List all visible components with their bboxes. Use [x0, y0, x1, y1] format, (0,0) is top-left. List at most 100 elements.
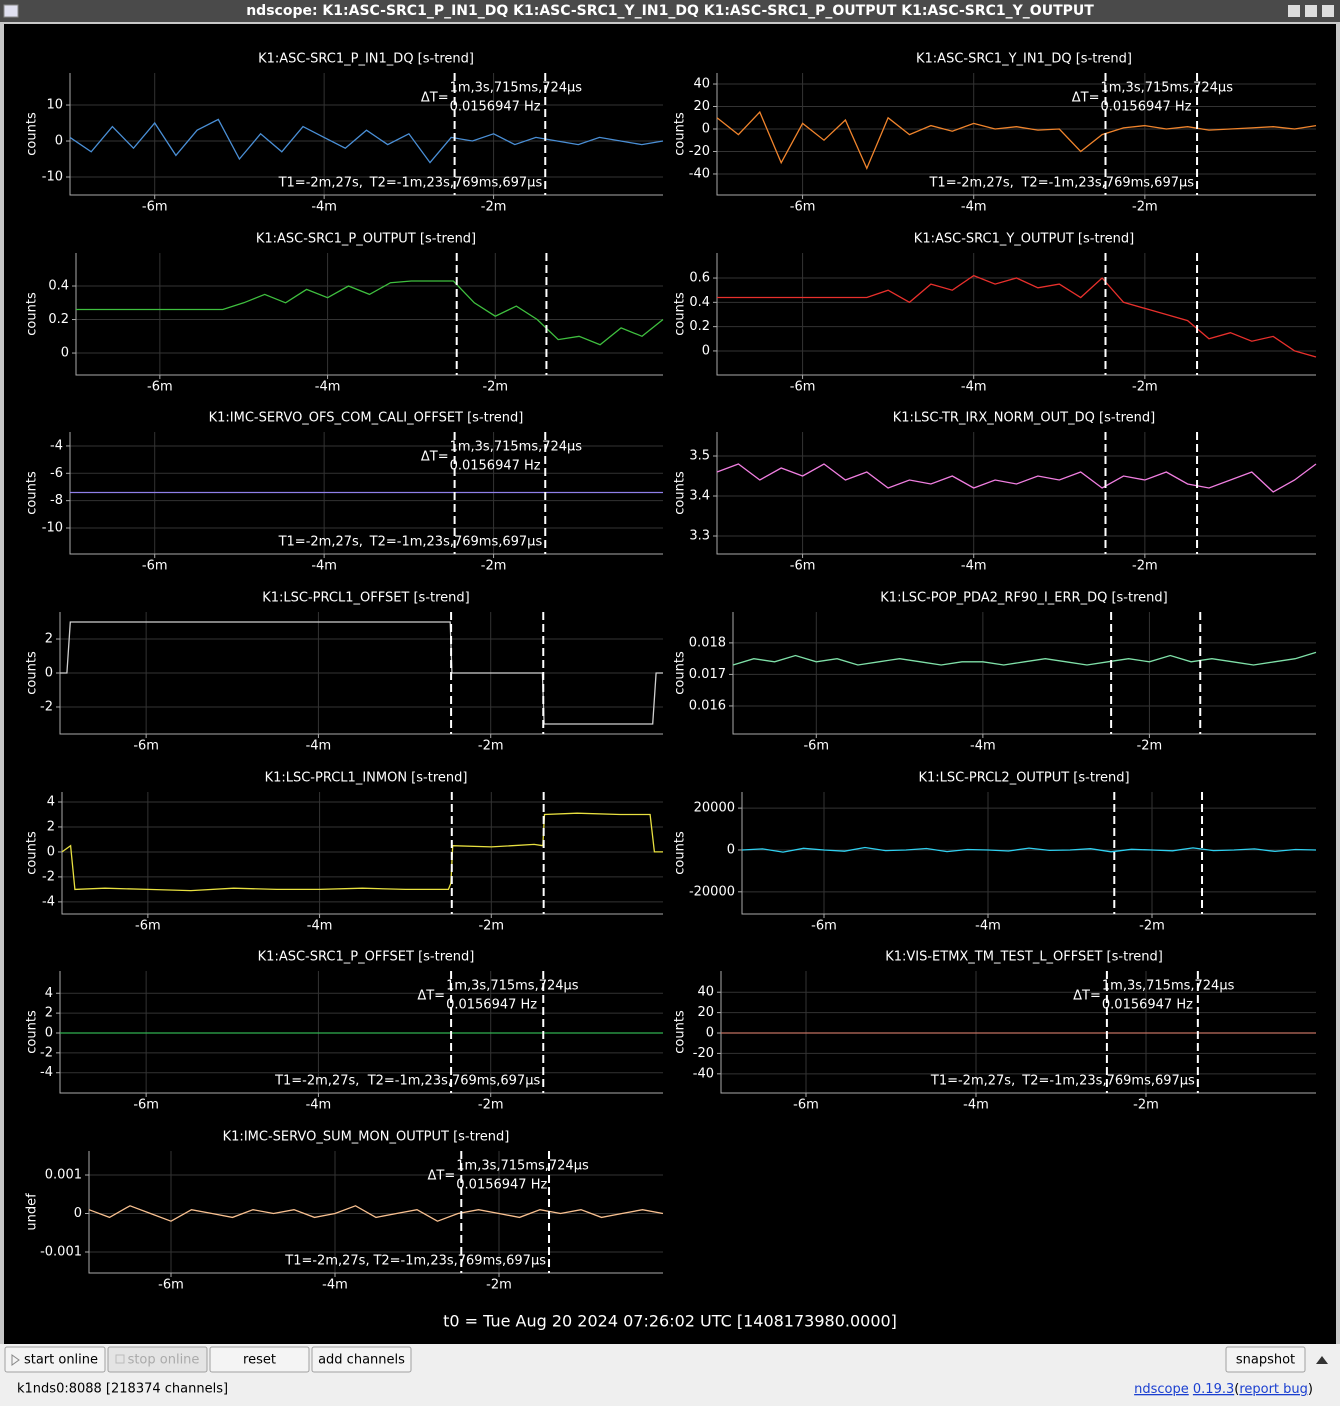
- button-label[interactable]: reset: [243, 1353, 276, 1368]
- button-label[interactable]: snapshot: [1236, 1353, 1295, 1368]
- axes: [75, 253, 663, 376]
- y-tick-label: 3.4: [689, 489, 710, 504]
- trace: [732, 651, 1317, 666]
- y-axis-label: counts: [673, 1010, 688, 1054]
- y-axis-label: counts: [673, 292, 688, 336]
- delta-freq: 0.0156947 Hz: [456, 1178, 547, 1193]
- y-tick-label: 0.018: [689, 635, 726, 650]
- delta-label: ΔT=: [421, 91, 449, 106]
- plot-panel: K1:LSC-PRCL1_INMON [s-trend] counts -6m -4m…: [25, 771, 663, 934]
- button[interactable]: [311, 1346, 412, 1373]
- x-tick-label: -6m: [811, 919, 837, 934]
- button-label[interactable]: add channels: [318, 1353, 405, 1368]
- y-tick-label: -10: [42, 170, 63, 185]
- y-tick-label: 20: [697, 1005, 714, 1020]
- plot-panel: K1:ASC-SRC1_P_IN1_DQ [s-trend] counts -6m -…: [25, 52, 664, 215]
- y-axis-label: undef: [25, 1193, 40, 1231]
- y-tick-label: -2: [40, 699, 53, 714]
- trace: [716, 110, 1317, 171]
- plot-title: K1:LSC-PRCL1_OFFSET [s-trend]: [262, 591, 470, 606]
- footer-version[interactable]: 0.19.3: [1193, 1382, 1234, 1397]
- trace: [69, 118, 664, 164]
- y-tick-label: 40: [693, 77, 710, 92]
- plot-panel: K1:ASC-SRC1_P_OUTPUT [s-trend] counts -6m -…: [25, 232, 664, 395]
- delta-value: 1m,3s,715ms,724μs: [446, 979, 579, 994]
- axes: [716, 73, 1316, 196]
- y-axis-label: counts: [25, 471, 40, 515]
- plot-title: K1:LSC-PRCL2_OUTPUT [s-trend]: [918, 771, 1129, 786]
- x-tick-label: -6m: [133, 739, 159, 754]
- x-tick-label: -4m: [306, 1098, 332, 1113]
- y-tick-label: -6: [50, 466, 63, 481]
- y-tick-label: -0.001: [40, 1245, 82, 1260]
- plot-title: K1:LSC-TR_IRX_NORM_OUT_DQ [s-trend]: [893, 411, 1156, 426]
- toolbar: start online stop online reset add channels…: [0, 1344, 1340, 1406]
- plot-panel: K1:VIS-ETMX_TM_TEST_L_OFFSET [s-trend] co…: [673, 950, 1316, 1113]
- y-tick-label: 2: [47, 819, 55, 834]
- delta-value: 1m,3s,715ms,724μs: [450, 81, 583, 96]
- trace: [716, 463, 1317, 493]
- delta-label: ΔT=: [417, 989, 445, 1004]
- close-button[interactable]: [1322, 5, 1334, 17]
- plot-title: K1:LSC-POP_PDA2_RF90_I_ERR_DQ [s-trend]: [880, 591, 1167, 606]
- window-icon: [3, 4, 19, 18]
- y-tick-label: 4: [45, 986, 53, 1001]
- axes: [741, 792, 1316, 915]
- plot-panel: K1:IMC-SERVO_OFS_COM_CALI_OFFSET [s-tren…: [25, 411, 663, 574]
- axes: [716, 432, 1316, 555]
- plot-title: K1:ASC-SRC1_P_OUTPUT [s-trend]: [256, 232, 476, 247]
- y-axis-label: counts: [673, 651, 688, 695]
- y-tick-label: -4: [40, 1065, 53, 1080]
- y-tick-label: 0: [55, 134, 63, 149]
- x-tick-label: -6m: [147, 380, 173, 395]
- x-tick-label: -4m: [970, 739, 996, 754]
- t1-label: T1=-2m,27s,: [930, 1074, 1015, 1089]
- maximize-button[interactable]: [1305, 5, 1317, 17]
- x-tick-label: -2m: [1132, 380, 1158, 395]
- y-tick-label: -8: [50, 493, 63, 508]
- y-axis-label: counts: [25, 1010, 40, 1054]
- delta-label: ΔT=: [421, 450, 449, 465]
- y-tick-label: 0: [74, 1206, 82, 1221]
- footer-app[interactable]: ndscope: [1134, 1382, 1189, 1397]
- expand-arrow[interactable]: [1316, 1356, 1328, 1364]
- trace: [60, 621, 663, 725]
- button[interactable]: [4, 1346, 106, 1373]
- trace: [76, 280, 664, 346]
- x-tick-label: -2m: [478, 739, 504, 754]
- x-tick-label: -4m: [315, 380, 341, 395]
- y-tick-label: 0.016: [689, 698, 726, 713]
- y-tick-label: 0.2: [48, 312, 69, 327]
- y-tick-label: -2: [42, 869, 55, 884]
- plot-panel: K1:IMC-SERVO_SUM_MON_OUTPUT [s-trend] und…: [25, 1130, 664, 1293]
- plot-panel: K1:ASC-SRC1_P_OFFSET [s-trend] counts -6m -…: [25, 950, 663, 1113]
- y-tick-label: 3.5: [689, 449, 710, 464]
- x-tick-label: -2m: [1137, 739, 1163, 754]
- axes: [716, 253, 1316, 376]
- y-tick-label: -4: [42, 894, 55, 909]
- x-tick-label: -4m: [961, 559, 987, 574]
- axes: [61, 792, 663, 915]
- y-tick-label: 40: [697, 985, 714, 1000]
- delta-label: ΔT=: [1072, 91, 1100, 106]
- y-tick-label: 0: [45, 1025, 53, 1040]
- button[interactable]: [209, 1346, 310, 1373]
- minimize-button[interactable]: [1288, 5, 1300, 17]
- x-tick-label: -6m: [142, 200, 168, 215]
- button-label[interactable]: start online: [24, 1353, 98, 1368]
- x-tick-label: -2m: [1132, 200, 1158, 215]
- x-tick-label: -6m: [133, 1098, 159, 1113]
- x-tick-label: -6m: [793, 1098, 819, 1113]
- x-tick-label: -2m: [482, 380, 508, 395]
- plot-area: [4, 24, 1336, 1344]
- plot-title: K1:LSC-PRCL1_INMON [s-trend]: [265, 771, 468, 786]
- plot-panel: K1:LSC-PRCL2_OUTPUT [s-trend] counts -6m -4…: [673, 771, 1317, 934]
- t2-label: T2=-1m,23s,769ms,697μs: [1020, 176, 1194, 191]
- x-tick-label: -4m: [963, 1098, 989, 1113]
- x-tick-label: -2m: [486, 1278, 512, 1293]
- footer-report[interactable]: report bug: [1239, 1382, 1308, 1397]
- x-tick-label: -4m: [311, 200, 337, 215]
- button[interactable]: [1225, 1346, 1306, 1373]
- delta-value: 1m,3s,715ms,724μs: [456, 1159, 589, 1174]
- plot-title: K1:IMC-SERVO_SUM_MON_OUTPUT [s-trend]: [223, 1130, 510, 1145]
